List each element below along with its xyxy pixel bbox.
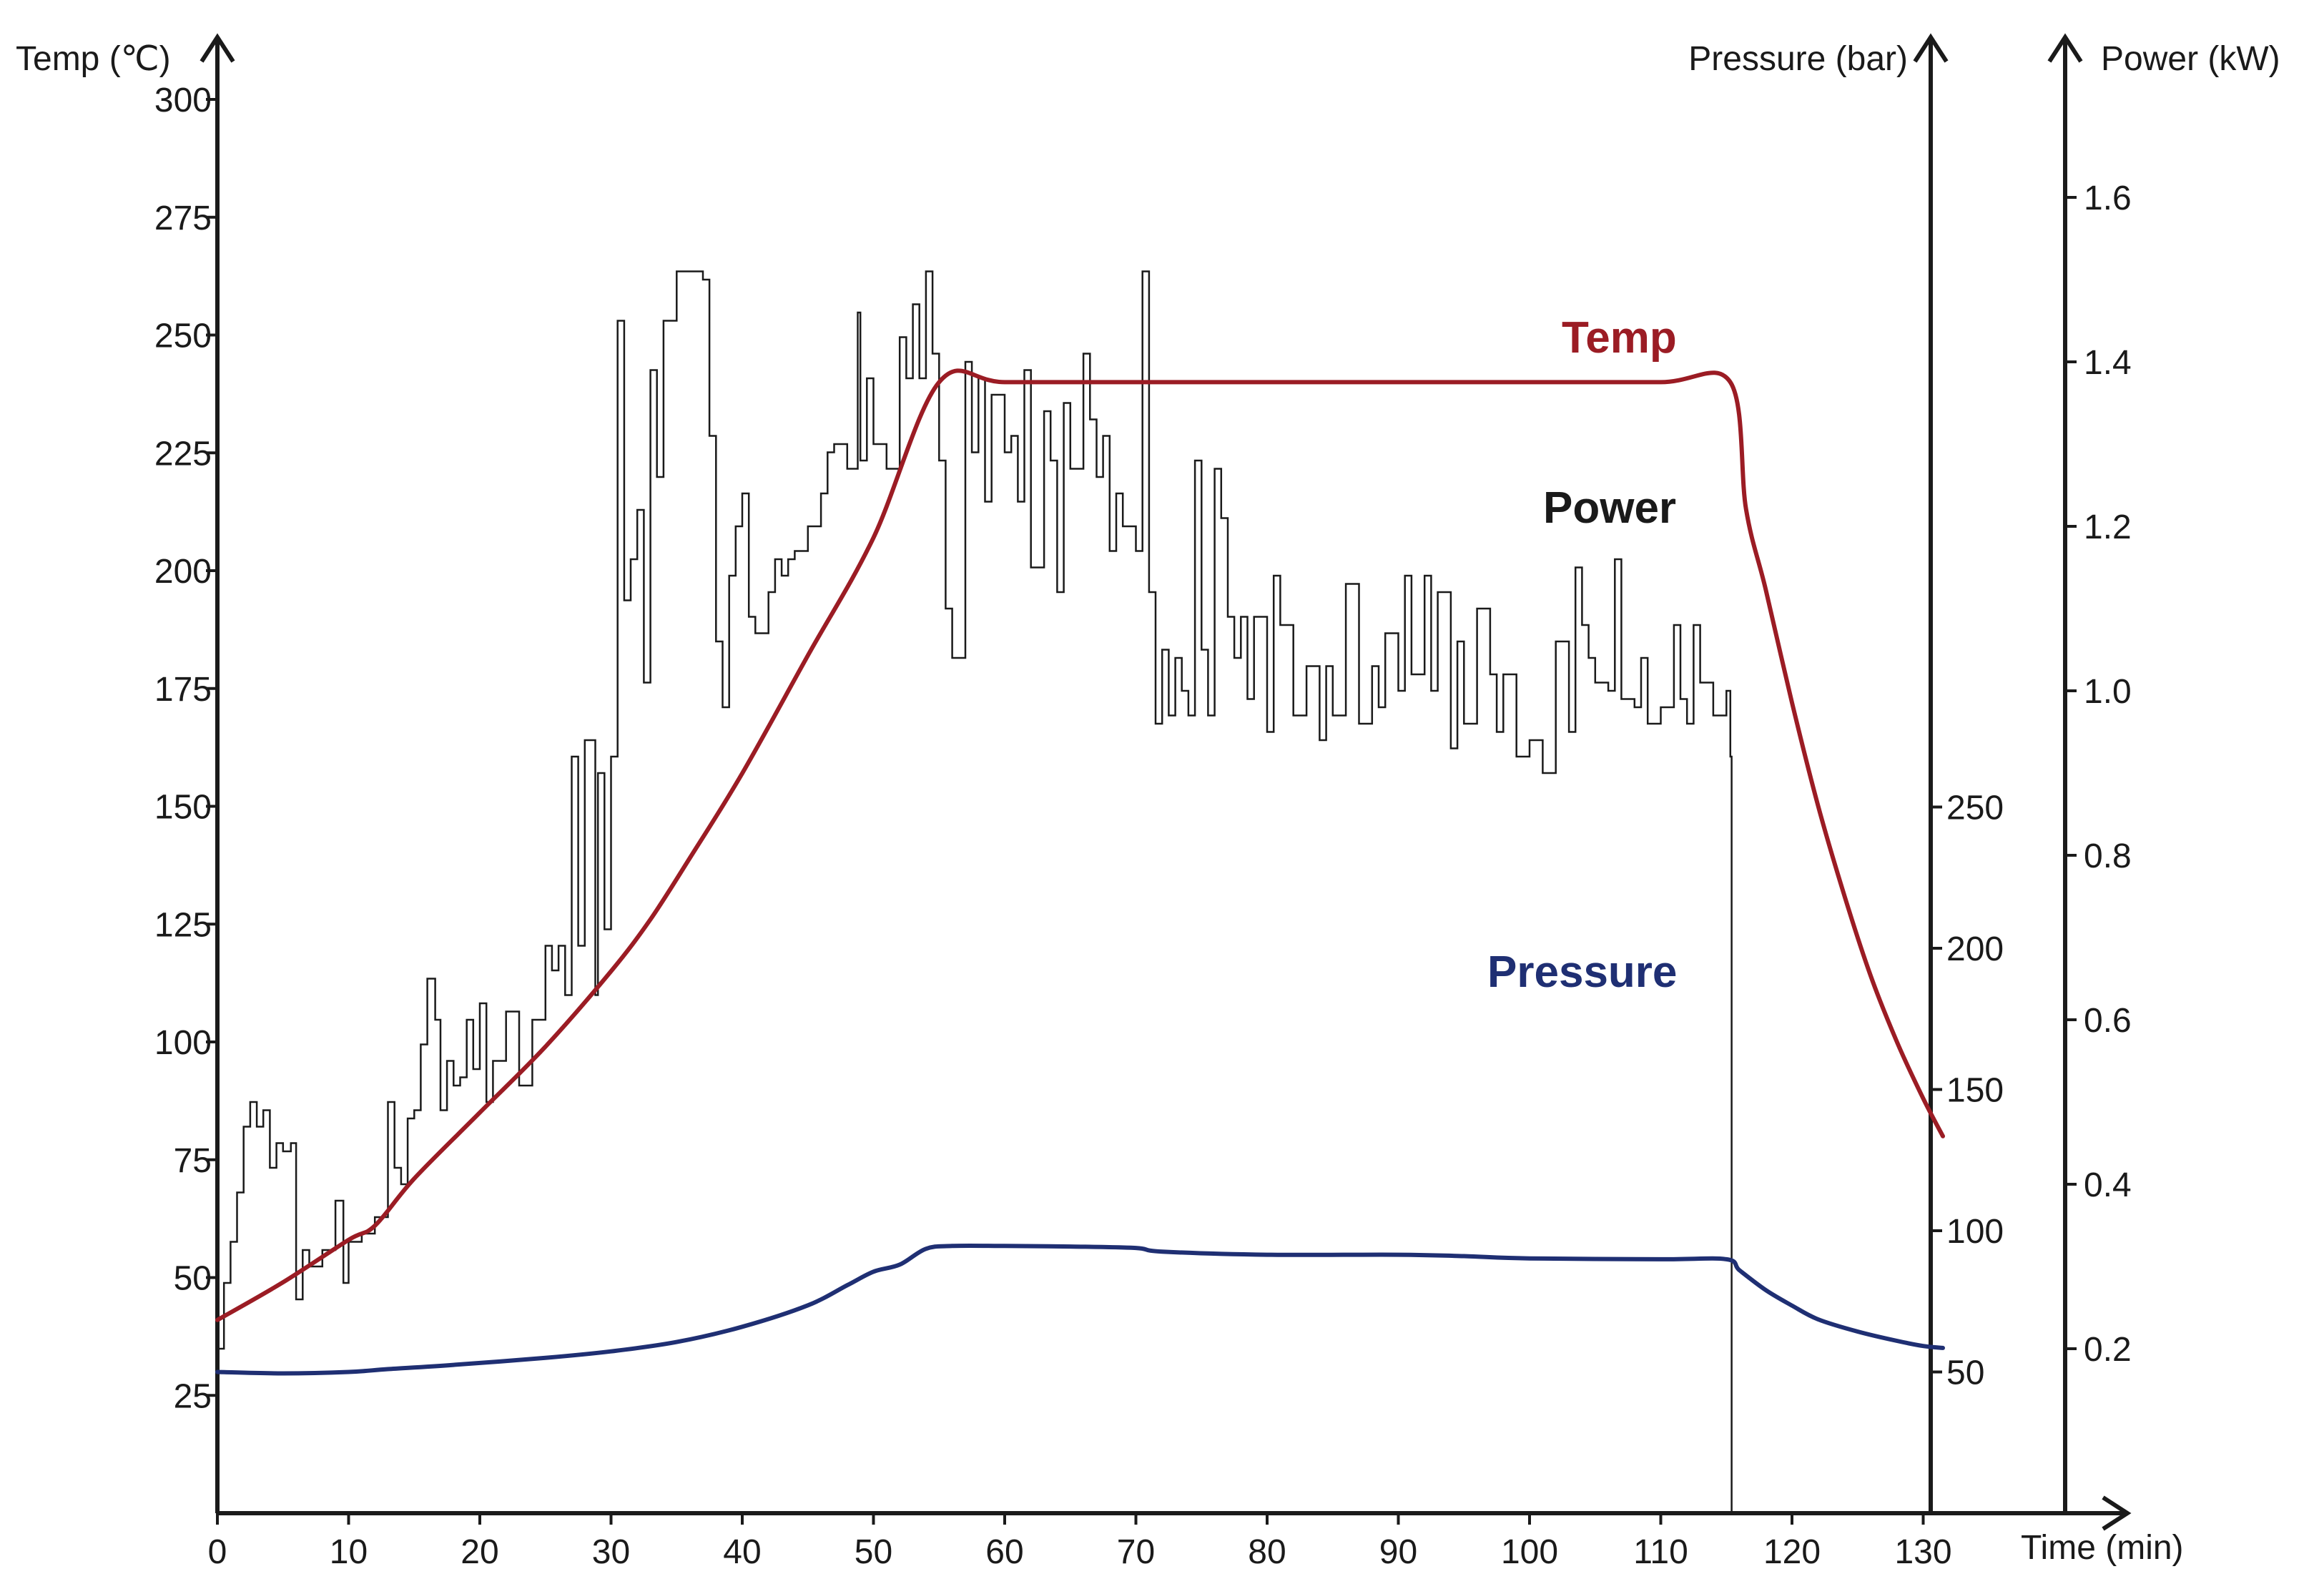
pressure-ticks: 50 100 150 200 250 — [1931, 789, 2004, 1392]
x-axis-arrow-icon — [2102, 1495, 2132, 1531]
series-label-pressure: Pressure — [1487, 948, 1677, 997]
series-label-power: Power — [1543, 483, 1676, 533]
temp-tick-label: 25 — [174, 1377, 212, 1415]
x-tick-label: 80 — [1248, 1533, 1286, 1571]
power-tick-label: 0.2 — [2084, 1331, 2132, 1369]
temp-tick-label: 125 — [154, 906, 212, 944]
temp-tick-label: 300 — [154, 82, 212, 119]
x-tick-label: 70 — [1117, 1533, 1155, 1571]
series-layer — [215, 270, 1945, 1513]
power-tick-label: 0.6 — [2084, 1002, 2132, 1040]
power-tick-label: 0.4 — [2084, 1166, 2132, 1204]
series-line-pressure — [215, 1244, 1945, 1376]
x-tick-label: 40 — [723, 1533, 761, 1571]
axes — [200, 33, 2132, 1531]
power-tick-label: 1.0 — [2084, 673, 2132, 711]
temp-tick-label: 75 — [174, 1142, 212, 1180]
x-tick-label: 130 — [1894, 1533, 1951, 1571]
x-tick-label: 120 — [1763, 1533, 1821, 1571]
pressure-tick-label: 50 — [1946, 1354, 1984, 1392]
x-tick-label: 60 — [985, 1533, 1023, 1571]
temp-tick-label: 50 — [174, 1260, 212, 1298]
temp-tick-label: 275 — [154, 200, 212, 237]
series-line-power — [217, 270, 1733, 1513]
pressure-tick-label: 150 — [1946, 1072, 2004, 1110]
pressure-tick-label: 100 — [1946, 1213, 2004, 1251]
power-tick-label: 0.8 — [2084, 837, 2132, 875]
power-axis-title: Power (kW) — [2101, 40, 2280, 78]
temp-ticks: 25 50 75 100 125 150 175 200 225 250 275 300 — [154, 82, 217, 1415]
x-tick-label: 20 — [461, 1533, 498, 1571]
x-tick-label: 90 — [1379, 1533, 1417, 1571]
temp-tick-label: 200 — [154, 553, 212, 591]
temp-axis-title: Temp (℃) — [16, 40, 171, 78]
series-line-temp — [215, 368, 1945, 1322]
x-tick-label: 10 — [330, 1533, 368, 1571]
power-ticks: 0.2 0.4 0.6 0.8 1.0 1.2 1.4 1.6 — [2065, 179, 2132, 1369]
x-axis-title: Time (min) — [2021, 1529, 2184, 1567]
pressure-tick-label: 200 — [1946, 930, 2004, 968]
temp-tick-label: 150 — [154, 789, 212, 827]
x-ticks: 0 10 20 30 40 50 60 70 80 90 100 110 120 130 — [208, 1513, 1952, 1571]
temp-tick-label: 250 — [154, 318, 212, 355]
power-tick-label: 1.2 — [2084, 508, 2132, 546]
power-axis-arrow-icon — [2047, 33, 2083, 63]
pressure-tick-label: 250 — [1946, 789, 2004, 827]
temp-tick-label: 100 — [154, 1024, 212, 1062]
x-tick-label: 110 — [1633, 1533, 1688, 1571]
pressure-axis-arrow-icon — [1913, 33, 1949, 63]
power-tick-label: 1.6 — [2084, 179, 2132, 217]
temp-tick-label: 225 — [154, 435, 212, 473]
pressure-axis-title: Pressure (bar) — [1688, 40, 1908, 78]
power-tick-label: 1.4 — [2084, 344, 2132, 382]
temp-tick-label: 175 — [154, 671, 212, 709]
x-tick-label: 0 — [208, 1533, 227, 1571]
x-tick-label: 100 — [1501, 1533, 1558, 1571]
x-tick-label: 30 — [592, 1533, 630, 1571]
series-label-temp: Temp — [1562, 313, 1677, 363]
temp-axis-arrow-icon — [200, 33, 235, 63]
x-tick-label: 50 — [855, 1533, 892, 1571]
